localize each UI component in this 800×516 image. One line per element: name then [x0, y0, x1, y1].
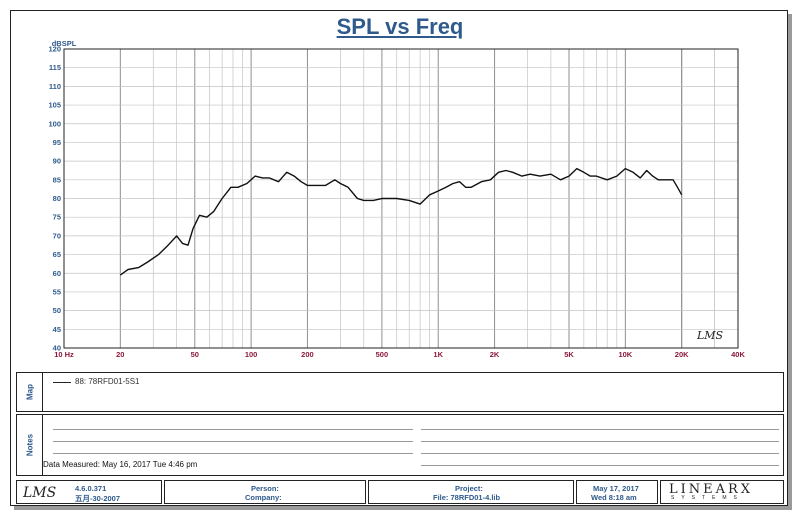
x-tick-label: 100	[245, 350, 258, 359]
y-tick-label: 65	[53, 250, 61, 259]
y-tick-label: 120	[48, 45, 61, 54]
y-tick-label: 90	[53, 157, 61, 166]
notes-tab: Notes	[17, 415, 43, 475]
y-tick-label: 70	[53, 231, 61, 240]
linearx-logo: LINEARX	[669, 482, 754, 497]
notes-line	[421, 429, 779, 430]
x-tick-label: 200	[301, 350, 314, 359]
y-tick-label: 55	[53, 287, 61, 296]
data-measured: Data Measured: May 16, 2017 Tue 4:46 pm	[43, 460, 198, 469]
x-tick-label: 10K	[618, 350, 632, 359]
footer-person-cell: Person: Company:	[164, 480, 366, 504]
build-date-text: 五月-30-2007	[75, 494, 121, 503]
notes-panel: Notes Data Measured: May 16, 2017 Tue 4:…	[16, 414, 784, 476]
y-tick-label: 95	[53, 138, 61, 147]
legend-line-swatch	[53, 382, 71, 383]
x-tick-label: 500	[376, 350, 389, 359]
notes-line	[53, 453, 413, 454]
y-tick-label: 85	[53, 175, 61, 184]
notes-line	[421, 453, 779, 454]
company-label: Company:	[245, 493, 282, 502]
y-tick-label: 50	[53, 306, 61, 315]
lms-watermark: LMS	[696, 329, 724, 342]
y-tick-label: 75	[53, 213, 61, 222]
version-text: 4.6.0.371	[75, 484, 107, 493]
map-tab-label: Map	[25, 384, 34, 400]
legend-entry: 88: 78RFD01-5S1	[75, 377, 140, 386]
x-tick-label: 50	[191, 350, 199, 359]
plot-border	[63, 48, 739, 349]
y-tick-label: 40	[53, 344, 61, 353]
footer-logo-cell: LMS 4.6.0.371 五月-30-2007	[16, 480, 162, 504]
y-axis-label: dBSPL	[52, 39, 77, 48]
y-tick-label: 60	[53, 269, 61, 278]
notes-line	[421, 465, 779, 466]
y-tick-label: 80	[53, 194, 61, 203]
notes-line	[421, 441, 779, 442]
y-tick-label: 115	[49, 63, 61, 72]
x-tick-label: 5K	[564, 350, 574, 359]
x-tick-label: 40K	[731, 350, 745, 359]
footer-brand-cell: LINEARX SYSTEMS	[660, 480, 784, 504]
x-tick-label: 20	[116, 350, 124, 359]
y-tick-label: 45	[53, 325, 61, 334]
x-tick-label: 1K	[433, 350, 443, 359]
chart-title: SPL vs Freq	[336, 14, 464, 39]
notes-line	[53, 441, 413, 442]
y-tick-label: 105	[48, 101, 61, 110]
y-tick-label: 100	[48, 119, 61, 128]
y-tick-label: 110	[49, 82, 61, 91]
map-tab: Map	[17, 373, 43, 411]
date-text: May 17, 2017	[593, 484, 639, 493]
spl-chart: 40 45 50 55 60 65 70 75 80 85 90 95 100 105 110 115 120d…	[48, 39, 745, 359]
notes-line	[53, 429, 413, 430]
project-label: Project:	[455, 484, 483, 493]
footer-date-cell: May 17, 2017 Wed 8:18 am	[576, 480, 658, 504]
x-tick-label: 10 Hz	[54, 350, 74, 359]
map-panel: Map 88: 78RFD01-5S1	[16, 372, 784, 412]
series-line	[119, 167, 683, 276]
time-text: Wed 8:18 am	[591, 493, 637, 502]
frame-shadow-right	[788, 14, 792, 510]
x-tick-label: 20K	[675, 350, 689, 359]
file-label: File: 78RFD01-4.lib	[433, 493, 501, 502]
linearx-subtitle: SYSTEMS	[671, 495, 744, 501]
x-tick-label: 2K	[490, 350, 500, 359]
footer-project-cell: Project: File: 78RFD01-4.lib	[368, 480, 574, 504]
window-frame	[10, 10, 788, 506]
lms-logo: LMS	[23, 485, 57, 501]
notes-tab-label: Notes	[25, 433, 34, 457]
person-label: Person:	[251, 484, 279, 493]
frame-shadow-bottom	[14, 506, 792, 510]
